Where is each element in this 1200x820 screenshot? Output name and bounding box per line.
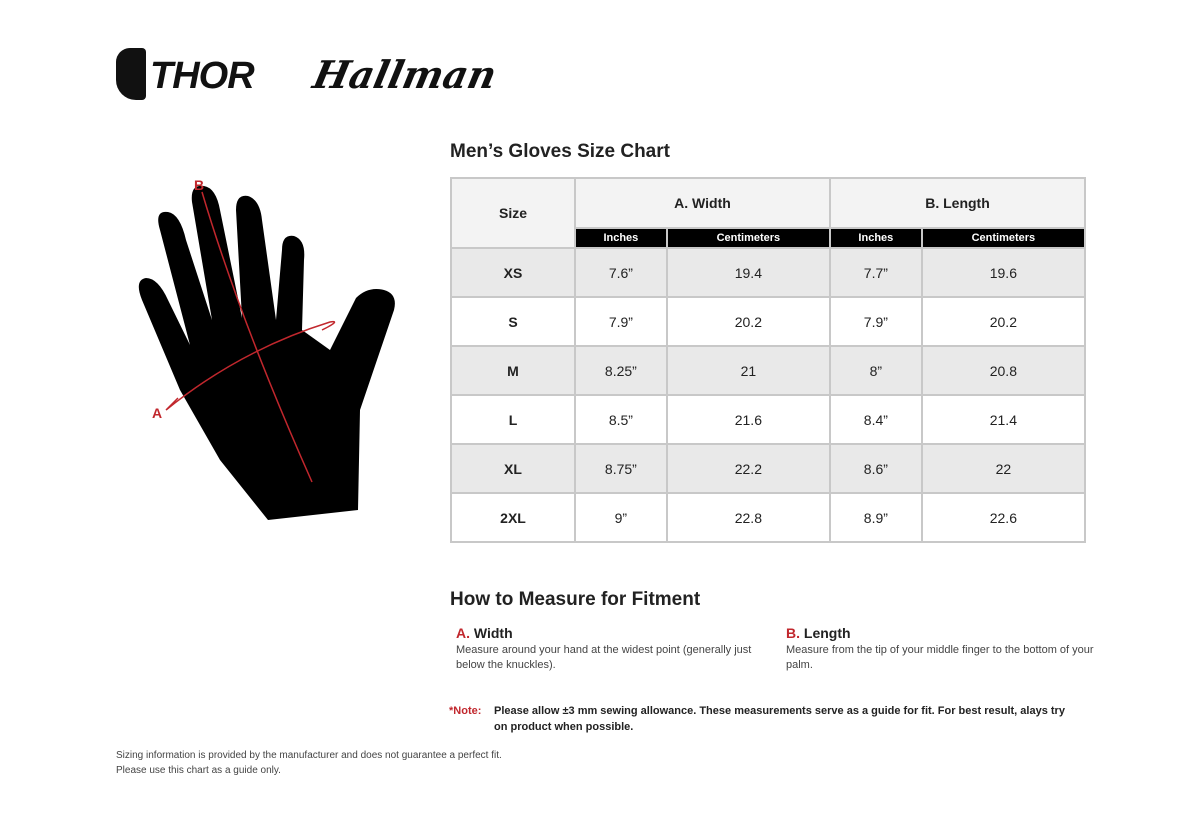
measurement-cell: 20.2: [665, 296, 831, 347]
measurement-cell: 21: [665, 345, 831, 396]
measurement-cell: 22.6: [920, 492, 1087, 543]
sub-header: Inches: [574, 227, 668, 249]
hallman-logo: Hallman: [309, 52, 501, 97]
table-row: L 8.5” 21.6 8.4” 21.4: [450, 394, 1087, 445]
size-cell: 2XL: [450, 492, 576, 543]
table-row: M 8.25” 21 8” 20.8: [450, 345, 1087, 396]
sub-header: Centimeters: [920, 227, 1087, 249]
table-row: 2XL 9” 22.8 8.9” 22.6: [450, 492, 1087, 543]
note: *Note: Please allow ±3 mm sewing allowanc…: [449, 703, 1074, 735]
length-letter: B.: [786, 625, 800, 641]
label-a: A: [152, 405, 162, 421]
note-label: *Note:: [449, 705, 482, 717]
measurement-cell: 7.9”: [574, 296, 668, 347]
length-arrow: [201, 191, 313, 483]
sub-header: Centimeters: [665, 227, 831, 249]
measurement-cell: 7.7”: [828, 247, 923, 298]
width-letter: A.: [456, 625, 470, 641]
width-heading: A. Width: [456, 625, 513, 641]
measurement-cell: 8.9”: [828, 492, 923, 543]
note-text: Please allow ±3 mm sewing allowance. The…: [494, 705, 1065, 733]
size-cell: L: [450, 394, 576, 445]
measurement-cell: 20.8: [920, 345, 1087, 396]
size-cell: XS: [450, 247, 576, 298]
measurement-cell: 21.4: [920, 394, 1087, 445]
measurement-cell: 8.5”: [574, 394, 668, 445]
footer-line: Please use this chart as a guide only.: [116, 765, 281, 776]
hand-silhouette: [138, 185, 395, 521]
sub-header: Inches: [828, 227, 923, 249]
measurement-cell: 7.6”: [574, 247, 668, 298]
measure-title: How to Measure for Fitment: [450, 589, 701, 610]
measurement-cell: 19.4: [665, 247, 831, 298]
helmet-icon: [116, 48, 146, 100]
measurement-cell: 8.25”: [574, 345, 668, 396]
chart-title: Men’s Gloves Size Chart: [450, 141, 670, 162]
size-cell: XL: [450, 443, 576, 494]
size-cell: S: [450, 296, 576, 347]
measurement-cell: 9”: [574, 492, 668, 543]
measurement-cell: 22.8: [665, 492, 831, 543]
length-header: B. Length: [828, 177, 1087, 229]
size-table: Size A. Width B. Length Inches Centimete…: [450, 177, 1087, 543]
measurement-cell: 8.4”: [828, 394, 923, 445]
measurement-cell: 8.75”: [574, 443, 668, 494]
size-header: Size: [450, 177, 576, 249]
measurement-cell: 22: [920, 443, 1087, 494]
measurement-cell: 7.9”: [828, 296, 923, 347]
thor-logo: THOR: [116, 48, 255, 104]
width-instructions: Measure around your hand at the widest p…: [456, 644, 752, 671]
width-header: A. Width: [574, 177, 831, 229]
measurement-cell: 20.2: [920, 296, 1087, 347]
measurement-cell: 22.2: [665, 443, 831, 494]
width-arrow: [165, 320, 336, 411]
measurement-cell: 19.6: [920, 247, 1087, 298]
hand-diagram: B A: [138, 177, 395, 521]
length-heading: B. Length: [786, 625, 851, 641]
measurement-cell: 8”: [828, 345, 923, 396]
label-b: B: [194, 177, 204, 193]
measurement-cell: 21.6: [665, 394, 831, 445]
measurement-cell: 8.6”: [828, 443, 923, 494]
footer-disclaimer: Sizing information is provided by the ma…: [116, 748, 502, 778]
table-row: XL 8.75” 22.2 8.6” 22: [450, 443, 1087, 494]
width-name: Width: [473, 625, 513, 641]
footer-line: Sizing information is provided by the ma…: [116, 750, 502, 761]
table-row: XS 7.6” 19.4 7.7” 19.6: [450, 247, 1087, 298]
size-cell: M: [450, 345, 576, 396]
length-instructions: Measure from the tip of your middle fing…: [786, 644, 1094, 671]
table-row: S 7.9” 20.2 7.9” 20.2: [450, 296, 1087, 347]
length-name: Length: [803, 625, 851, 641]
